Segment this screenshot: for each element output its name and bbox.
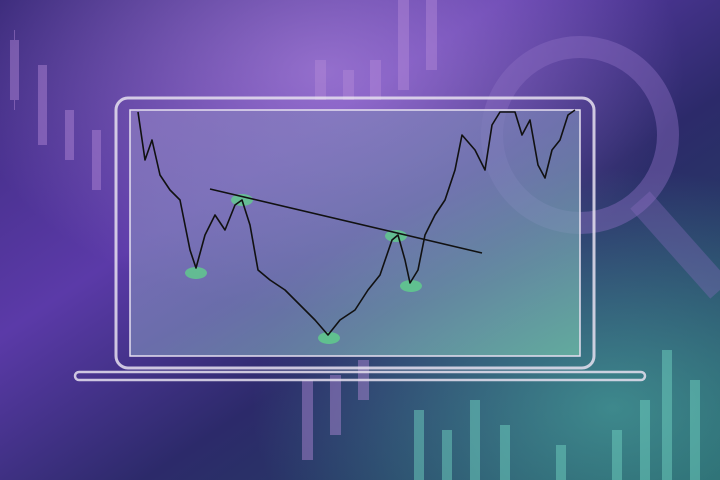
neckline — [209, 188, 483, 254]
price-line — [137, 109, 576, 336]
laptop-screen — [129, 109, 581, 357]
magnifier-handle — [630, 191, 720, 299]
laptop-base — [73, 370, 647, 382]
laptop-frame — [114, 96, 596, 370]
background-candles — [414, 350, 700, 480]
